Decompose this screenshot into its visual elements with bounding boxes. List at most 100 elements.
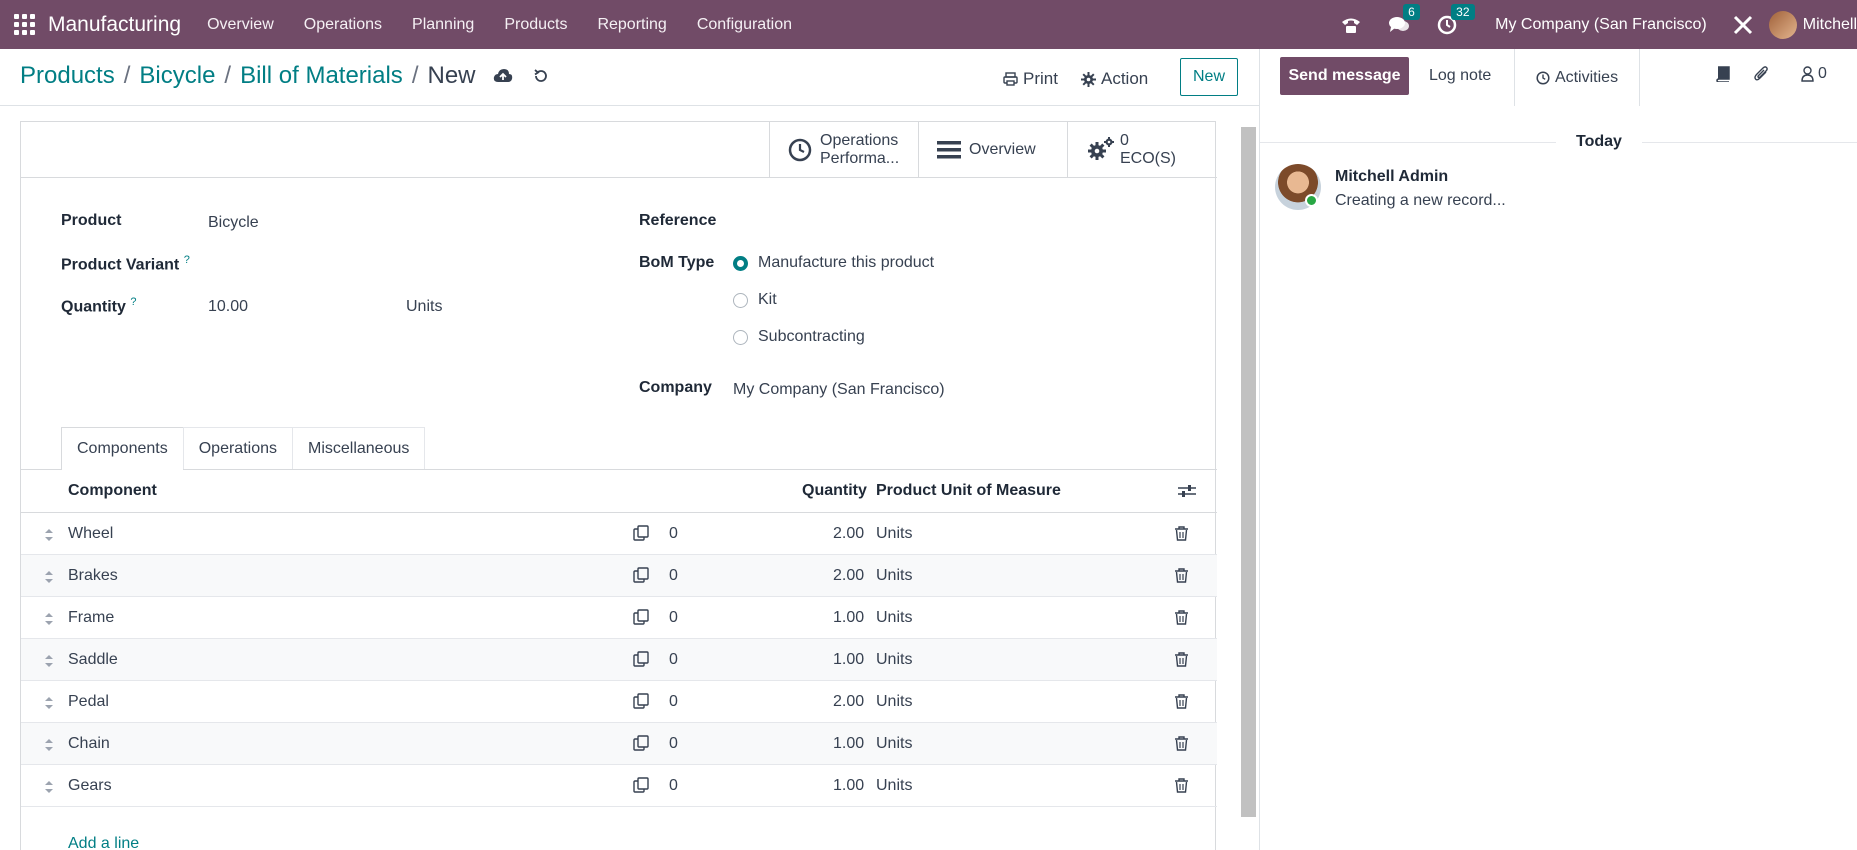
component-uom[interactable]: Units [876,609,913,626]
copy-icon[interactable] [633,525,649,546]
copy-icon[interactable] [633,777,649,798]
component-name[interactable]: Frame [68,609,115,626]
drag-handle-icon[interactable] [44,612,54,626]
menu-products[interactable]: Products [504,15,568,33]
trash-icon[interactable] [1175,778,1188,798]
message-author[interactable]: Mitchell Admin [1335,168,1449,185]
bom-type-manufacture-radio[interactable]: Manufacture this product [733,254,934,272]
trash-icon[interactable] [1175,694,1188,714]
help-tooltip-icon[interactable]: ? [130,296,137,308]
tab-miscellaneous[interactable]: Miscellaneous [291,427,426,469]
paperclip-icon[interactable] [1754,65,1770,88]
phone-icon[interactable] [1339,13,1363,37]
tab-operations[interactable]: Operations [182,427,293,469]
component-uom[interactable]: Units [876,567,913,584]
app-name[interactable]: Manufacturing [48,12,182,36]
component-quantity[interactable]: 1.00 [833,609,865,626]
company-switcher[interactable]: My Company (San Francisco) [1495,15,1707,33]
trash-icon[interactable] [1175,568,1188,588]
product-variant-field[interactable] [208,256,548,276]
copy-icon[interactable] [633,693,649,714]
form-scrollbar-thumb[interactable] [1241,127,1256,817]
bom-type-kit-radio[interactable]: Kit [733,291,777,309]
component-name[interactable]: Pedal [68,693,109,710]
action-button[interactable]: Action [1081,69,1148,89]
drag-handle-icon[interactable] [44,780,54,794]
component-name[interactable]: Wheel [68,525,114,542]
menu-configuration[interactable]: Configuration [696,15,792,33]
component-quantity[interactable]: 1.00 [833,777,865,794]
component-quantity[interactable]: 2.00 [833,525,865,542]
component-quantity[interactable]: 2.00 [833,693,865,710]
print-button[interactable]: Print [1003,69,1058,89]
table-row[interactable]: Frame 0 1.00 Units [21,597,1217,639]
debug-tools-icon[interactable] [1731,13,1755,37]
log-note-button[interactable]: Log note [1429,67,1492,84]
operations-performance-button[interactable]: Operations Performa... [769,122,919,177]
optional-columns-sliders-icon[interactable] [1178,484,1196,503]
copy-icon[interactable] [633,609,649,630]
tab-components[interactable]: Components [61,427,184,470]
company-field[interactable]: My Company (San Francisco) [733,381,945,398]
trash-icon[interactable] [1175,610,1188,630]
menu-operations[interactable]: Operations [303,15,383,33]
drag-handle-icon[interactable] [44,528,54,542]
trash-icon[interactable] [1175,526,1188,546]
overview-button[interactable]: Overview [918,122,1068,177]
drag-handle-icon[interactable] [44,738,54,752]
component-uom[interactable]: Units [876,735,913,752]
component-name[interactable]: Chain [68,735,110,752]
send-message-button[interactable]: Send message [1280,57,1409,95]
menu-planning[interactable]: Planning [412,15,475,33]
help-tooltip-icon[interactable]: ? [183,254,190,266]
add-line-link[interactable]: Add a line [68,835,140,850]
table-row[interactable]: Pedal 0 2.00 Units [21,681,1217,723]
user-name[interactable]: Mitchell [1802,15,1857,33]
component-name[interactable]: Saddle [68,651,118,668]
quantity-uom-field[interactable]: Units [406,298,443,315]
breadcrumb-products[interactable]: Products [20,62,115,89]
component-uom[interactable]: Units [876,777,913,794]
table-row[interactable]: Brakes 0 2.00 Units [21,555,1217,597]
table-row[interactable]: Wheel 0 2.00 Units [21,513,1217,555]
drag-handle-icon[interactable] [44,570,54,584]
component-uom[interactable]: Units [876,525,913,542]
menu-reporting[interactable]: Reporting [597,15,667,33]
component-name[interactable]: Gears [68,777,112,794]
component-uom[interactable]: Units [876,693,913,710]
component-uom[interactable]: Units [876,651,913,668]
copy-icon[interactable] [633,651,649,672]
eco-button[interactable]: 0 ECO(S) [1067,122,1217,177]
menu-overview[interactable]: Overview [207,15,274,33]
copy-icon[interactable] [633,567,649,588]
new-record-button[interactable]: New [1180,58,1238,96]
table-row[interactable]: Saddle 0 1.00 Units [21,639,1217,681]
messages-icon[interactable]: 6 [1387,3,1420,37]
trash-icon[interactable] [1175,736,1188,756]
activities-button[interactable]: Activities [1514,49,1640,106]
followers-button[interactable]: 0 [1801,65,1827,83]
column-component[interactable]: Component [68,482,157,499]
trash-icon[interactable] [1175,652,1188,672]
copy-icon[interactable] [633,735,649,756]
drag-handle-icon[interactable] [44,696,54,710]
table-row[interactable]: Gears 0 1.00 Units [21,765,1217,807]
reference-field[interactable] [733,214,1193,234]
breadcrumb-bicycle[interactable]: Bicycle [139,62,216,89]
component-quantity[interactable]: 1.00 [833,735,865,752]
book-icon[interactable] [1716,66,1730,87]
quantity-field[interactable]: 10.00 [208,298,249,315]
component-quantity[interactable]: 1.00 [833,651,865,668]
product-field[interactable]: Bicycle [208,214,259,231]
breadcrumb-bom[interactable]: Bill of Materials [240,62,403,89]
component-quantity[interactable]: 2.00 [833,567,865,584]
drag-handle-icon[interactable] [44,654,54,668]
column-uom[interactable]: Product Unit of Measure [876,482,1061,499]
user-avatar[interactable] [1768,10,1797,39]
table-row[interactable]: Chain 0 1.00 Units [21,723,1217,765]
app-menu-icon[interactable] [14,13,36,36]
discard-undo-icon[interactable] [530,65,552,87]
activities-clock-icon[interactable]: 32 [1435,3,1475,37]
bom-type-subcontracting-radio[interactable]: Subcontracting [733,328,865,346]
save-cloud-icon[interactable] [492,65,514,87]
